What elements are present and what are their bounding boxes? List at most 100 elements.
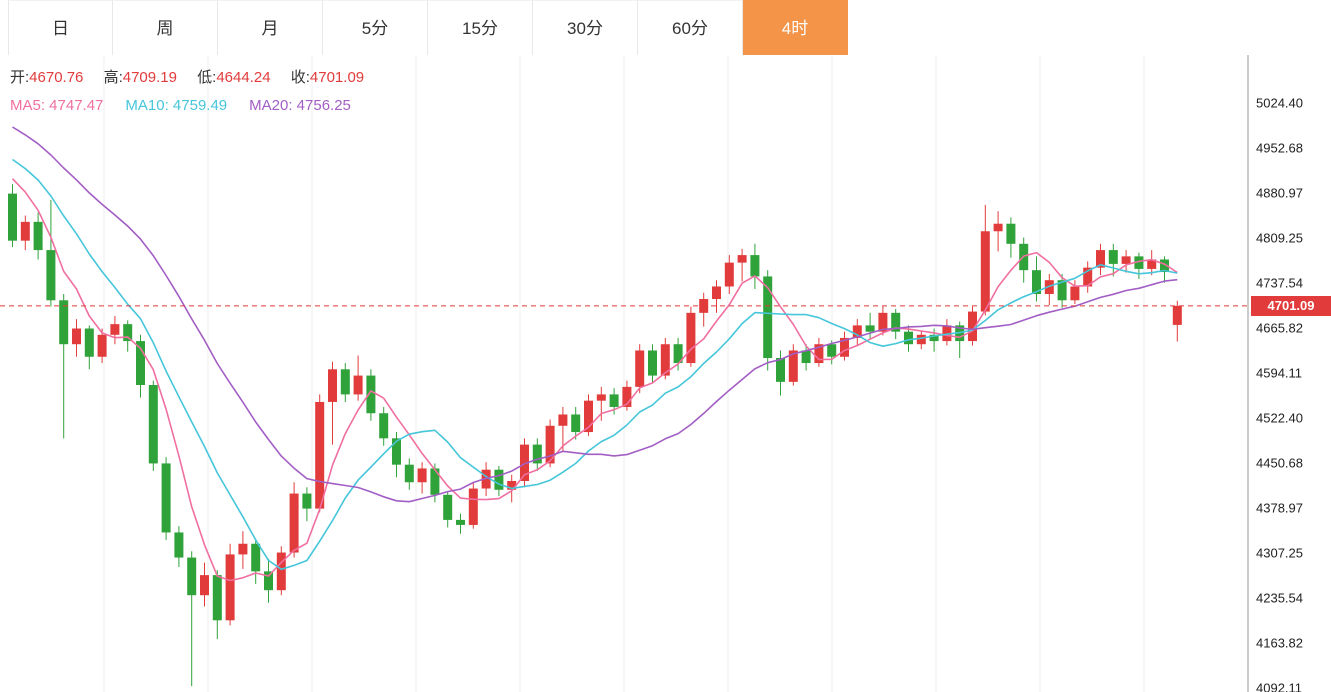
high-value: 4709.19 bbox=[122, 69, 177, 86]
candle-body bbox=[724, 262, 734, 287]
candle-body bbox=[225, 554, 235, 621]
candle-body bbox=[840, 337, 849, 357]
interval-tabbar: 日周月 5分 15分 30分 60分 4时 bbox=[0, 0, 1331, 55]
candle-body bbox=[673, 344, 683, 364]
candle-body bbox=[251, 543, 261, 572]
candle-body bbox=[174, 532, 184, 558]
candle-body bbox=[712, 286, 721, 300]
candle-body bbox=[238, 543, 248, 555]
candle-body bbox=[84, 328, 94, 357]
candle-body bbox=[1108, 250, 1118, 264]
candle-body bbox=[916, 334, 926, 345]
chart-legend: 开:4670.76 高:4709.19 低:4644.24 收:4701.09 … bbox=[10, 64, 380, 120]
low-label: 低: bbox=[197, 69, 217, 86]
candle-body bbox=[289, 493, 299, 553]
candle-body bbox=[468, 488, 478, 525]
open-label: 开: bbox=[10, 69, 30, 86]
candle-body bbox=[59, 300, 69, 345]
candle-body bbox=[788, 350, 798, 382]
ma10-line bbox=[12, 158, 1178, 571]
tab-周[interactable]: 周 bbox=[113, 0, 218, 55]
candle-body bbox=[392, 438, 401, 465]
y-axis-label: 4235.54 bbox=[1256, 590, 1303, 606]
candle-body bbox=[417, 468, 427, 483]
candle-body bbox=[596, 394, 606, 401]
y-axis-label: 4594.11 bbox=[1256, 365, 1303, 381]
y-axis-label: 4307.25 bbox=[1256, 545, 1303, 561]
candle-body bbox=[148, 384, 158, 464]
candle-body bbox=[353, 375, 363, 395]
candle-body bbox=[1121, 256, 1131, 264]
y-axis-label: 4163.82 bbox=[1256, 635, 1303, 651]
candle-body bbox=[302, 493, 312, 509]
candle-body bbox=[584, 400, 593, 433]
tab-日[interactable]: 日 bbox=[8, 0, 113, 55]
candle-body bbox=[648, 350, 657, 376]
candle-body bbox=[315, 401, 325, 509]
close-value: 4701.09 bbox=[309, 69, 365, 86]
candle-body bbox=[980, 231, 990, 312]
candle-body bbox=[1096, 250, 1105, 268]
ma20-line bbox=[12, 126, 1178, 503]
candle-body bbox=[942, 325, 952, 342]
candle-body bbox=[1147, 259, 1157, 269]
candle-body bbox=[187, 557, 197, 596]
candle-body bbox=[33, 221, 43, 251]
y-axis-label: 4809.25 bbox=[1256, 230, 1303, 246]
candle-body bbox=[97, 334, 107, 357]
candle-body bbox=[609, 394, 619, 407]
y-axis-label: 4378.97 bbox=[1256, 500, 1303, 516]
candle-body bbox=[136, 341, 145, 385]
y-axis-label: 4522.40 bbox=[1256, 410, 1303, 426]
candle-body bbox=[1070, 286, 1080, 301]
tab-60分[interactable]: 60分 bbox=[638, 0, 743, 55]
candle-body bbox=[814, 344, 824, 364]
candle-body bbox=[443, 494, 453, 520]
high-label: 高: bbox=[103, 69, 123, 86]
candle-body bbox=[72, 328, 81, 345]
candle-body bbox=[1044, 280, 1054, 295]
candle-body bbox=[865, 325, 875, 332]
candle-body bbox=[904, 331, 913, 345]
candle-body bbox=[8, 193, 17, 241]
y-axis-label: 5024.40 bbox=[1256, 95, 1303, 111]
candle-body bbox=[404, 464, 414, 483]
ma-row: MA5: 4747.47 MA10: 4759.49 MA20: 4756.25 bbox=[10, 92, 380, 120]
candle-body bbox=[456, 519, 465, 525]
tab-15分[interactable]: 15分 bbox=[428, 0, 533, 55]
ohlc-row: 开:4670.76 高:4709.19 低:4644.24 收:4701.09 bbox=[10, 64, 380, 92]
candle-body bbox=[635, 350, 645, 387]
candle-body bbox=[878, 312, 888, 332]
y-axis-label: 4450.68 bbox=[1256, 455, 1303, 471]
candle-body bbox=[276, 552, 286, 591]
tab-30分[interactable]: 30分 bbox=[533, 0, 638, 55]
ma-legend-ma5: MA5: 4747.47 bbox=[10, 97, 104, 114]
candle-body bbox=[1057, 280, 1067, 301]
y-axis-label: 4665.82 bbox=[1256, 320, 1303, 336]
y-axis-label: 4737.54 bbox=[1256, 275, 1303, 291]
tab-月[interactable]: 月 bbox=[218, 0, 323, 55]
candle-body bbox=[763, 276, 773, 359]
candle-body bbox=[430, 468, 440, 495]
ma-legend-ma10: MA10: 4759.49 bbox=[125, 97, 228, 114]
candle-body bbox=[494, 469, 504, 490]
low-value: 4644.24 bbox=[216, 69, 271, 86]
candle-body bbox=[340, 369, 350, 395]
candle-body bbox=[1083, 267, 1093, 287]
candle-body bbox=[737, 255, 747, 263]
tab-4时[interactable]: 4时 bbox=[743, 0, 848, 55]
candle-body bbox=[161, 463, 171, 533]
candle-body bbox=[1032, 270, 1041, 295]
candle-body bbox=[801, 350, 811, 364]
candle-body bbox=[1160, 259, 1169, 273]
candle-body bbox=[545, 425, 555, 464]
candle-body bbox=[20, 221, 30, 241]
current-price-tag: 4701.09 bbox=[1251, 295, 1331, 316]
tab-5分[interactable]: 5分 bbox=[323, 0, 428, 55]
candle-body bbox=[1134, 256, 1144, 269]
y-axis-label: 4952.68 bbox=[1256, 140, 1303, 156]
ma-legend-ma20: MA20: 4756.25 bbox=[249, 97, 351, 114]
candle-body bbox=[891, 312, 901, 332]
